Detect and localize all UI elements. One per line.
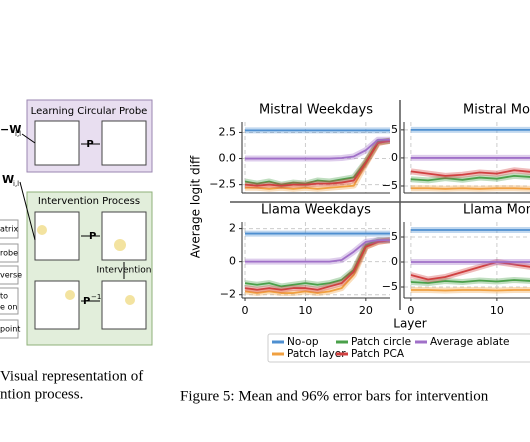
plot-area bbox=[242, 222, 390, 298]
side-label: e on bbox=[0, 303, 17, 312]
x-tick-label: 0 bbox=[407, 304, 414, 317]
series-line bbox=[410, 169, 530, 177]
legend-label: Average ablate bbox=[430, 336, 509, 348]
x-tick-label: 10 bbox=[490, 304, 504, 317]
panel-title: Llama Weekdays bbox=[261, 203, 371, 218]
series-line bbox=[410, 279, 530, 284]
figure-4: Learning Circular Probe P Intervention P… bbox=[0, 99, 153, 402]
figure-caption: Visual representation of bbox=[0, 368, 143, 384]
y-tick-label: −5 bbox=[382, 280, 398, 293]
side-box bbox=[0, 319, 19, 339]
arrow-sup: −1 bbox=[91, 293, 101, 301]
series-line bbox=[410, 174, 530, 182]
side-label: −W bbox=[0, 123, 21, 136]
side-box bbox=[0, 287, 19, 315]
y-tick-label: 5 bbox=[391, 230, 398, 243]
side-label: i,l bbox=[13, 180, 19, 188]
plot-area bbox=[242, 122, 390, 193]
point-blob bbox=[37, 225, 47, 235]
point-blob bbox=[125, 295, 135, 305]
side-label: to bbox=[0, 292, 8, 301]
connector bbox=[19, 181, 36, 241]
point-blob bbox=[114, 239, 126, 251]
y-tick-label: 0 bbox=[391, 151, 398, 164]
series-line bbox=[410, 289, 530, 292]
y-tick-label: 5 bbox=[391, 123, 398, 136]
y-tick-label: −5 bbox=[382, 179, 398, 192]
y-tick-label: 0 bbox=[229, 255, 236, 268]
side-box bbox=[0, 243, 19, 263]
probe-title: Learning Circular Probe bbox=[31, 106, 148, 117]
y-tick-label: 2 bbox=[229, 222, 236, 235]
error-band bbox=[245, 237, 390, 265]
x-axis-label: Layer bbox=[393, 317, 427, 331]
legend-label: Patch circle bbox=[351, 336, 411, 348]
plot-area bbox=[404, 122, 530, 193]
y-tick-label: 0.0 bbox=[219, 152, 237, 165]
series-line bbox=[244, 239, 390, 288]
legend bbox=[267, 333, 530, 363]
figure-5: Average logit diff Layer Figure 5: Mean … bbox=[180, 100, 530, 404]
side-box bbox=[0, 219, 19, 239]
panel-title: Mistral Weekdays bbox=[259, 103, 373, 118]
series-line bbox=[245, 239, 390, 263]
side-label: verse bbox=[0, 271, 22, 280]
side-label: i,l bbox=[15, 130, 21, 138]
legend-label: No-op bbox=[287, 336, 319, 348]
arrow-label: P bbox=[86, 139, 93, 150]
side-box bbox=[0, 265, 19, 285]
side-label: point bbox=[0, 325, 20, 334]
series-line bbox=[410, 261, 530, 281]
connector bbox=[21, 133, 36, 144]
panel bbox=[101, 211, 147, 261]
y-tick-label: 0 bbox=[391, 255, 398, 268]
y-tick-label: −2.5 bbox=[209, 178, 236, 191]
series-line bbox=[244, 239, 390, 291]
side-label: W bbox=[2, 173, 14, 186]
panel-title: Mistral Months bbox=[463, 103, 530, 118]
legend-label: Patch layer bbox=[287, 348, 346, 360]
panel-title: Llama Months bbox=[463, 203, 530, 218]
panel bbox=[34, 211, 80, 261]
y-tick-label: −2 bbox=[220, 288, 236, 301]
x-tick-label: 20 bbox=[359, 304, 373, 317]
panel bbox=[34, 120, 80, 166]
panel bbox=[101, 120, 147, 166]
arrow-label: P bbox=[89, 231, 96, 242]
x-tick-label: 0 bbox=[242, 304, 249, 317]
figure-caption: Figure 5: Mean and 96% error bars for in… bbox=[180, 388, 489, 404]
plot-area bbox=[404, 222, 530, 298]
side-label: robe bbox=[0, 249, 18, 258]
y-tick-label: 2.5 bbox=[219, 125, 237, 138]
series-line bbox=[244, 139, 390, 187]
point-blob bbox=[65, 290, 75, 300]
x-tick-label: 10 bbox=[298, 304, 312, 317]
legend-label: Patch PCA bbox=[351, 348, 405, 360]
series-line bbox=[245, 138, 390, 160]
figure-caption: ntion process. bbox=[0, 386, 83, 402]
arrow-label: P bbox=[83, 296, 90, 307]
panel bbox=[34, 280, 80, 330]
panel bbox=[101, 280, 147, 330]
y-axis-label: Average logit diff bbox=[189, 155, 203, 258]
intervention-title: Intervention Process bbox=[38, 196, 140, 207]
series-line bbox=[410, 187, 530, 190]
side-label: atrix bbox=[0, 225, 19, 234]
